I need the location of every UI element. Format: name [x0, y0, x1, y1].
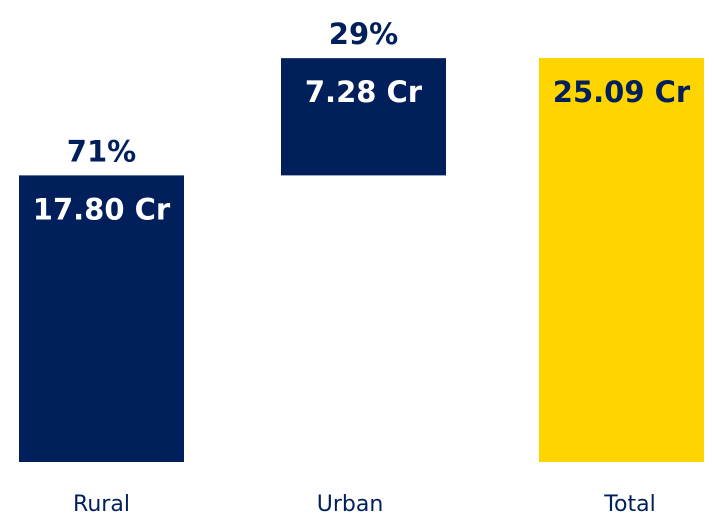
percent-label-urban: 29%	[329, 17, 398, 51]
bar-rural	[19, 175, 184, 462]
category-label-total: Total	[603, 492, 655, 517]
percent-label-rural: 71%	[67, 134, 136, 168]
value-label-urban: 7.28 Cr	[305, 75, 423, 109]
bar-total	[539, 58, 704, 462]
bar-urban	[281, 58, 446, 176]
category-label-rural: Rural	[73, 492, 130, 517]
value-label-total: 25.09 Cr	[553, 75, 691, 109]
category-label-urban: Urban	[317, 492, 384, 517]
value-label-rural: 17.80 Cr	[33, 192, 171, 226]
